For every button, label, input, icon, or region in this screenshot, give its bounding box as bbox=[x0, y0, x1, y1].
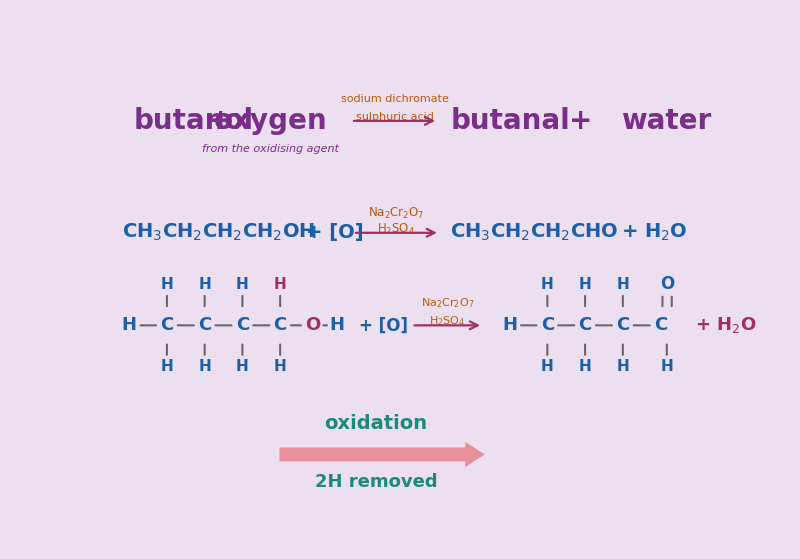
Text: H: H bbox=[122, 316, 137, 334]
Text: H: H bbox=[330, 316, 345, 334]
Text: C: C bbox=[236, 316, 249, 334]
Text: H: H bbox=[161, 277, 174, 292]
Text: H: H bbox=[661, 359, 673, 374]
Text: C: C bbox=[654, 316, 667, 334]
Text: H: H bbox=[274, 277, 286, 292]
Text: oxygen: oxygen bbox=[214, 107, 327, 135]
Text: O: O bbox=[660, 276, 674, 293]
Text: H: H bbox=[541, 277, 554, 292]
Text: H: H bbox=[617, 359, 630, 374]
Text: H: H bbox=[274, 359, 286, 374]
Text: C: C bbox=[616, 316, 630, 334]
Text: H: H bbox=[236, 359, 249, 374]
Text: CH$_3$CH$_2$CH$_2$CHO: CH$_3$CH$_2$CH$_2$CHO bbox=[450, 222, 618, 244]
Text: + [O]: + [O] bbox=[359, 316, 408, 334]
Text: C: C bbox=[160, 316, 174, 334]
Text: C: C bbox=[541, 316, 554, 334]
Text: H: H bbox=[578, 277, 591, 292]
Text: +: + bbox=[569, 107, 592, 135]
FancyArrowPatch shape bbox=[356, 229, 434, 236]
Text: butanol: butanol bbox=[134, 107, 254, 135]
Text: H: H bbox=[161, 359, 174, 374]
Text: butanal: butanal bbox=[450, 107, 570, 135]
Text: + [O]: + [O] bbox=[306, 223, 363, 242]
Text: water: water bbox=[621, 107, 711, 135]
Text: sulphuric acid: sulphuric acid bbox=[355, 112, 434, 121]
Text: H: H bbox=[578, 359, 591, 374]
Text: H$_2$SO$_4$: H$_2$SO$_4$ bbox=[378, 222, 415, 238]
Text: C: C bbox=[198, 316, 211, 334]
Text: C: C bbox=[578, 316, 592, 334]
Text: H$_2$SO$_4$: H$_2$SO$_4$ bbox=[429, 314, 466, 328]
Text: H: H bbox=[502, 316, 517, 334]
Text: H: H bbox=[617, 277, 630, 292]
Text: H: H bbox=[198, 359, 211, 374]
Text: CH$_3$CH$_2$CH$_2$CH$_2$OH: CH$_3$CH$_2$CH$_2$CH$_2$OH bbox=[122, 222, 315, 244]
Text: + H$_2$O: + H$_2$O bbox=[694, 315, 756, 335]
Text: H: H bbox=[541, 359, 554, 374]
FancyArrowPatch shape bbox=[354, 117, 433, 125]
Text: Na$_2$Cr$_2$O$_7$: Na$_2$Cr$_2$O$_7$ bbox=[368, 206, 425, 221]
Text: Na$_2$Cr$_2$O$_7$: Na$_2$Cr$_2$O$_7$ bbox=[421, 296, 474, 310]
Text: C: C bbox=[274, 316, 286, 334]
Text: + H$_2$O: + H$_2$O bbox=[621, 222, 687, 244]
FancyArrowPatch shape bbox=[414, 321, 478, 329]
Text: +: + bbox=[210, 107, 233, 135]
FancyArrowPatch shape bbox=[279, 442, 485, 467]
Text: H: H bbox=[198, 277, 211, 292]
Text: sodium dichromate: sodium dichromate bbox=[341, 93, 449, 103]
Text: oxidation: oxidation bbox=[324, 414, 427, 433]
Text: 2H removed: 2H removed bbox=[314, 473, 438, 491]
Text: O: O bbox=[305, 316, 320, 334]
Text: H: H bbox=[236, 277, 249, 292]
Text: from the oxidising agent: from the oxidising agent bbox=[202, 144, 339, 154]
